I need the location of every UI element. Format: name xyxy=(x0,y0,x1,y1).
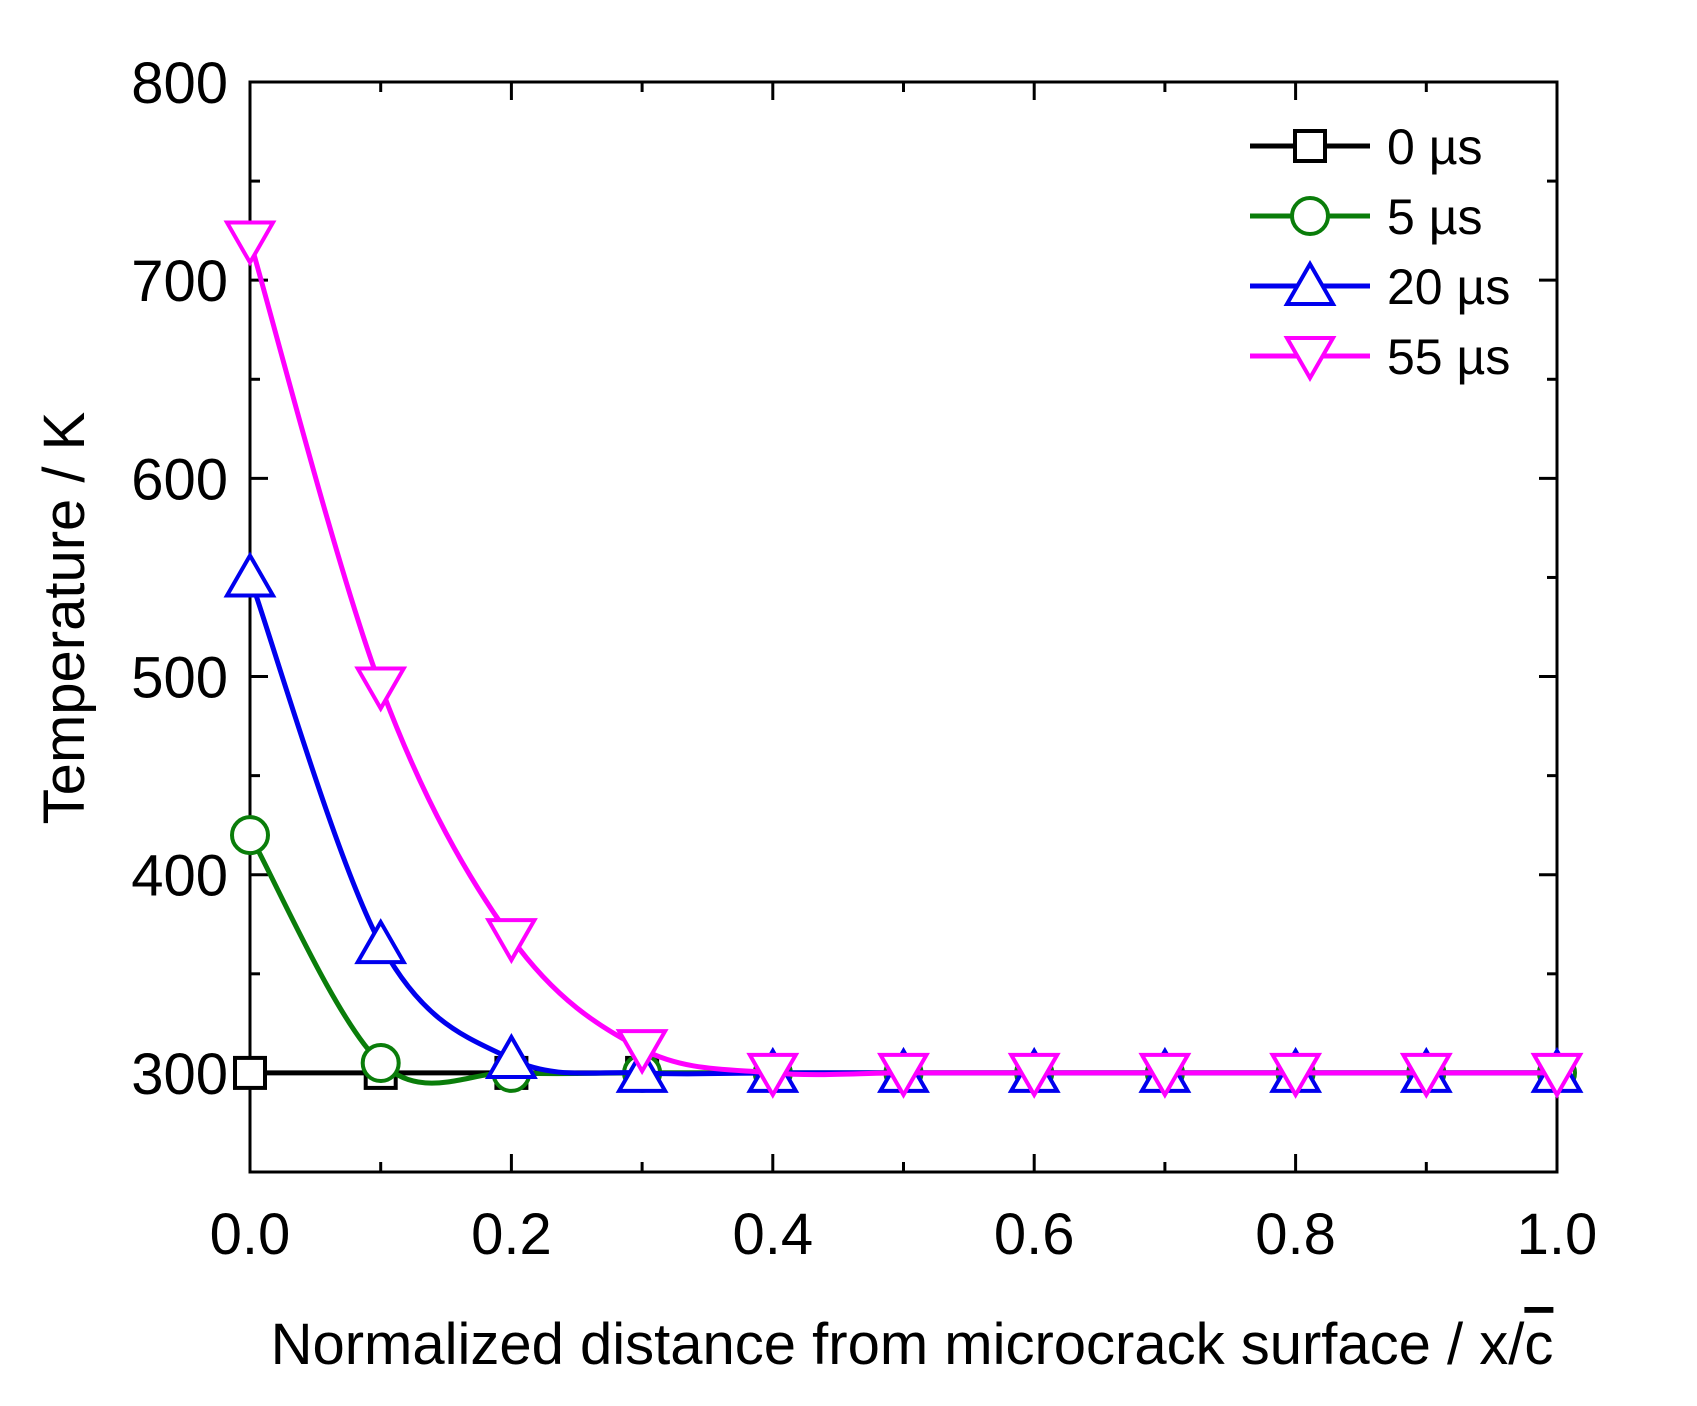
data-point xyxy=(233,1055,267,1090)
series-line xyxy=(247,239,1557,1078)
legend-label: 0 µs xyxy=(1387,119,1483,175)
legend-label: 55 µs xyxy=(1387,329,1510,385)
legend-item: 0 µs xyxy=(1250,119,1483,175)
x-tick-label: 0.8 xyxy=(1255,1202,1336,1267)
y-tick-label: 800 xyxy=(131,51,228,116)
data-point xyxy=(877,1052,930,1099)
y-tick-label: 300 xyxy=(131,1042,228,1107)
x-tick-label: 0.0 xyxy=(210,1202,291,1267)
legend-marker xyxy=(1290,196,1330,236)
series-2 xyxy=(223,551,1584,1093)
legend-label: 20 µs xyxy=(1387,259,1510,315)
data-point xyxy=(360,1043,401,1083)
data-point xyxy=(1399,1052,1453,1099)
plot-frame xyxy=(248,80,1559,1174)
x-tick-label: 0.2 xyxy=(471,1202,552,1267)
data-point xyxy=(230,815,270,856)
x-tick-label: 1.0 xyxy=(1517,1202,1598,1267)
x-axis-label: Normalized distance from microcrack surf… xyxy=(271,1312,1554,1377)
data-point xyxy=(354,918,408,965)
legend-item: 55 µs xyxy=(1250,329,1510,385)
legend-item: 20 µs xyxy=(1250,259,1510,315)
data-point xyxy=(354,666,408,713)
y-axis-label: Temperature / K xyxy=(32,411,97,824)
y-tick-label: 600 xyxy=(131,447,228,512)
data-point xyxy=(615,1029,669,1076)
data-point xyxy=(746,1052,800,1099)
data-point xyxy=(484,1033,538,1080)
y-tick-label: 400 xyxy=(131,844,228,909)
data-point xyxy=(1269,1052,1323,1099)
x-tick-label: 0.4 xyxy=(732,1202,813,1267)
data-point xyxy=(1530,1052,1584,1099)
legend-marker xyxy=(1283,259,1337,306)
series-line xyxy=(247,576,1557,1077)
x-axis-label-main: Normalized distance from microcrack surf… xyxy=(271,1312,1526,1377)
data-point xyxy=(223,551,277,598)
data-point xyxy=(1138,1052,1192,1099)
y-tick-label: 700 xyxy=(131,249,228,314)
legend-item: 5 µs xyxy=(1250,189,1483,245)
series-layer xyxy=(223,220,1584,1099)
legend-marker xyxy=(1293,129,1327,163)
y-tick-label: 500 xyxy=(131,646,228,711)
axes: 0.0 0.2 0.4 0.6 0.8 1.0 300 400 500 600 700 800 xyxy=(131,51,1597,1267)
data-point xyxy=(484,918,538,965)
x-tick-label: 0.6 xyxy=(994,1202,1075,1267)
data-point xyxy=(1007,1052,1061,1099)
legend-marker xyxy=(1283,336,1337,383)
legend: 0 µs 5 µs 20 µs 55 µs xyxy=(1250,119,1510,385)
series-3 xyxy=(223,220,1584,1099)
series-line xyxy=(247,833,1557,1086)
data-point xyxy=(223,220,277,267)
x-axis-label-overbar-char: c xyxy=(1524,1312,1553,1377)
legend-label: 5 µs xyxy=(1387,189,1483,245)
